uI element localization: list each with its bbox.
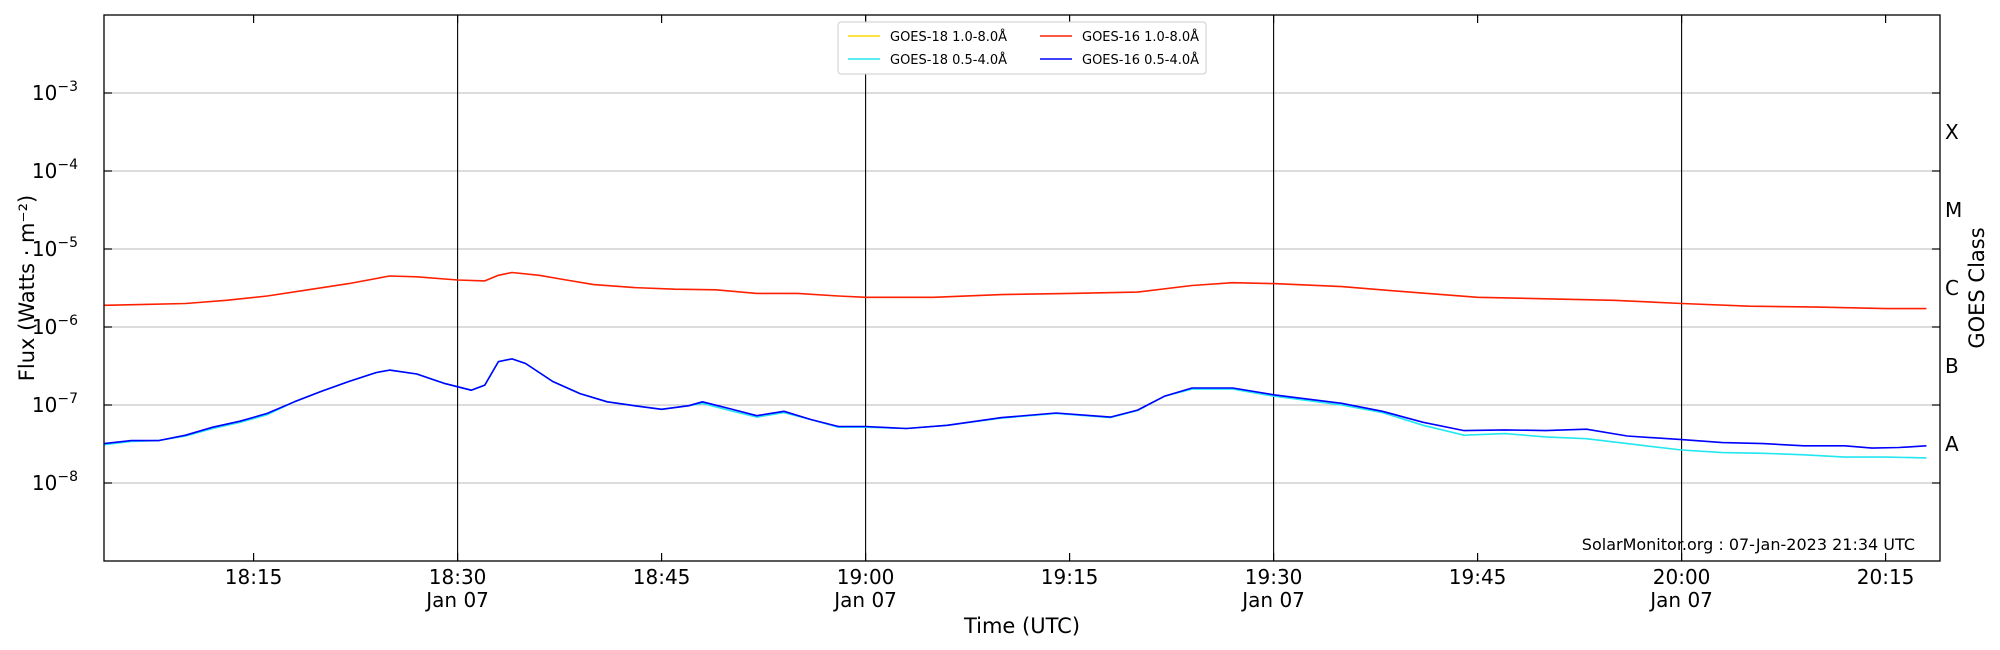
x-tick-date-label: Jan 07 bbox=[1648, 588, 1713, 612]
x-tick-label: 18:15 bbox=[225, 565, 283, 589]
y-tick-base: 10 bbox=[32, 471, 57, 495]
credit-text: SolarMonitor.org : 07-Jan-2023 21:34 UTC bbox=[1582, 535, 1915, 554]
legend-label: GOES-16 0.5-4.0Å bbox=[1082, 52, 1199, 68]
y-tick-label: 10−7 bbox=[32, 391, 78, 417]
y-tick-label: 10−4 bbox=[32, 157, 78, 183]
legend-label: GOES-18 0.5-4.0Å bbox=[890, 52, 1007, 68]
y-tick-base: 10 bbox=[32, 315, 57, 339]
goes-class-label: A bbox=[1945, 432, 1959, 456]
x-tick-label: 19:00 bbox=[837, 565, 895, 589]
legend-label: GOES-16 1.0-8.0Å bbox=[1082, 29, 1199, 45]
y-tick-base: 10 bbox=[32, 159, 57, 183]
series-lines bbox=[103, 271, 1927, 459]
x-tick-label: 18:45 bbox=[633, 565, 691, 589]
y-tick-exponent: −3 bbox=[57, 79, 78, 95]
y-tick-label: 10−5 bbox=[32, 235, 78, 261]
x-tick-label: 20:00 bbox=[1653, 565, 1711, 589]
x-tick-label: 19:45 bbox=[1449, 565, 1507, 589]
y-tick-exponent: −8 bbox=[57, 469, 78, 485]
y-tick-label: 10−3 bbox=[32, 79, 78, 105]
goes-class-label: M bbox=[1945, 198, 1962, 222]
series-line bbox=[103, 271, 1927, 310]
y-tick-exponent: −5 bbox=[57, 235, 78, 251]
goes-class-label: X bbox=[1945, 120, 1959, 144]
y-axis-title: Flux (Watts · m⁻²) bbox=[15, 195, 39, 381]
x-tick-date-label: Jan 07 bbox=[424, 588, 489, 612]
plot-frame bbox=[103, 14, 1941, 562]
x-tick-label: 20:15 bbox=[1857, 565, 1915, 589]
y-axis: 10−810−710−610−510−410−3 bbox=[32, 79, 1940, 495]
goes-class-label: C bbox=[1945, 276, 1959, 300]
y-tick-label: 10−6 bbox=[32, 313, 78, 339]
x-tick-date-label: Jan 07 bbox=[1240, 588, 1305, 612]
grid-lines bbox=[104, 15, 1940, 561]
y-tick-exponent: −7 bbox=[57, 391, 78, 407]
x-tick-date-label: Jan 07 bbox=[832, 588, 897, 612]
x-tick-label: 18:30 bbox=[429, 565, 487, 589]
legend-box bbox=[837, 21, 1207, 75]
y-tick-exponent: −6 bbox=[57, 313, 78, 329]
y-tick-label: 10−8 bbox=[32, 469, 78, 495]
y-tick-base: 10 bbox=[32, 237, 57, 261]
y-tick-base: 10 bbox=[32, 393, 57, 417]
legend-label: GOES-18 1.0-8.0Å bbox=[890, 29, 1007, 45]
x-tick-label: 19:30 bbox=[1245, 565, 1303, 589]
legend: GOES-18 1.0-8.0Å GOES-18 0.5-4.0Å GOES-16 … bbox=[837, 21, 1207, 75]
goes-class-axis: A B C M X bbox=[1945, 120, 1962, 456]
series-line bbox=[103, 358, 1927, 449]
x-tick-label: 19:15 bbox=[1041, 565, 1099, 589]
y-tick-exponent: −4 bbox=[57, 157, 78, 173]
y-tick-base: 10 bbox=[32, 81, 57, 105]
x-axis-title: Time (UTC) bbox=[963, 614, 1080, 638]
goes-class-label: B bbox=[1945, 354, 1959, 378]
right-axis-title: GOES Class bbox=[1965, 227, 1989, 348]
